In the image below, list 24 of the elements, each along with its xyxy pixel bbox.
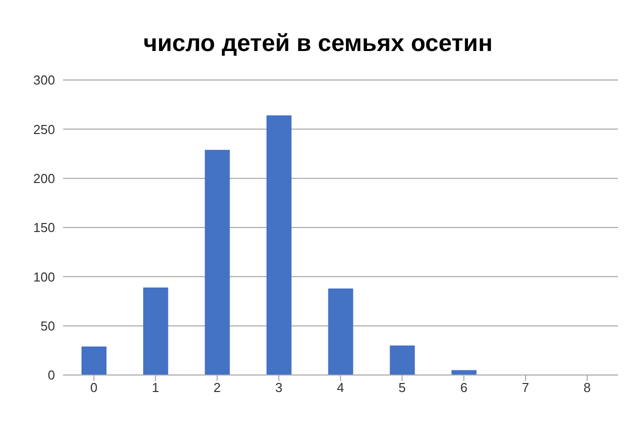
y-tick-label: 200 — [33, 170, 55, 186]
bar — [328, 288, 354, 375]
bar — [204, 150, 230, 375]
y-tick-label: 50 — [40, 318, 55, 334]
x-tick-label: 5 — [398, 380, 406, 396]
x-tick-label: 2 — [214, 380, 221, 396]
y-tick-label: 100 — [33, 269, 55, 284]
y-tick-label: 300 — [33, 72, 55, 88]
x-tick-label: 3 — [275, 380, 282, 396]
bar — [266, 115, 292, 375]
y-tick-label: 150 — [33, 220, 55, 236]
bar — [452, 370, 476, 375]
x-tick-label: 6 — [460, 380, 468, 396]
y-tick-label: 250 — [33, 122, 55, 137]
bar — [143, 287, 168, 375]
y-tick-label: 0 — [48, 368, 55, 383]
x-tick-label: 1 — [152, 380, 160, 396]
x-tick-label: 7 — [522, 380, 530, 396]
x-tick-label: 8 — [584, 380, 591, 396]
bar — [390, 346, 415, 375]
chart-title: число детей в семьях осетин — [142, 29, 494, 59]
x-tick-label: 4 — [336, 380, 344, 396]
bar — [82, 346, 106, 375]
x-tick-label: 0 — [90, 380, 98, 396]
